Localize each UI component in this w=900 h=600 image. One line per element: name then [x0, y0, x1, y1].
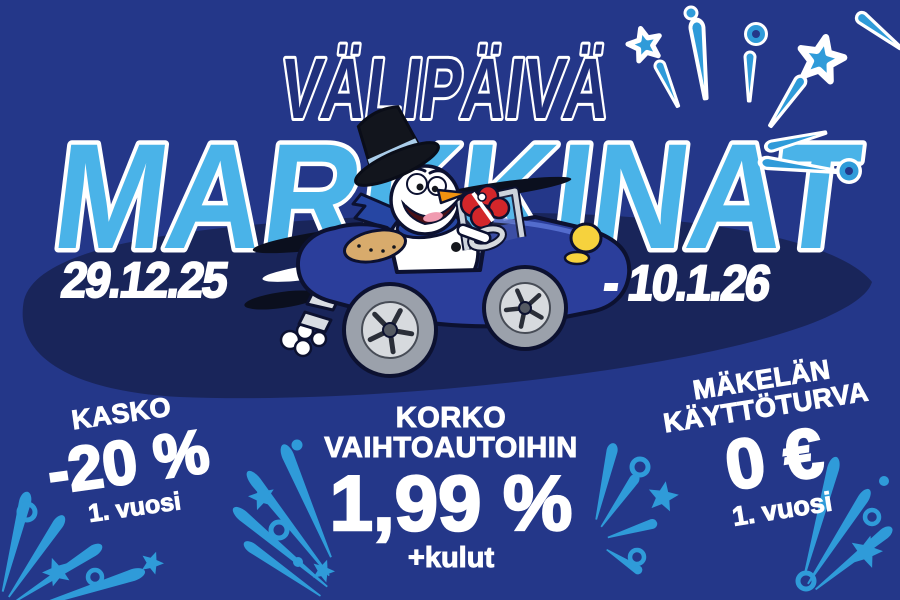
headlight	[563, 222, 603, 266]
carrot-nose	[436, 188, 470, 205]
pre-title-group: VÄLIPÄIVÄ	[272, 38, 618, 140]
offer-korko: KORKO VAIHTOAUTOIHIN 1,99 % +kulut	[303, 402, 599, 574]
steering-wheel	[467, 224, 507, 252]
snowman-arm	[456, 223, 492, 245]
firework-burst-mid-right	[590, 441, 681, 577]
firework-donuts-top-right	[744, 22, 862, 184]
rear-wheel	[342, 282, 438, 378]
firework-burst-bottom-right	[795, 455, 896, 594]
offer-korko-value: 1,99 %	[328, 459, 573, 548]
firework-burst-bottom-left	[0, 490, 167, 600]
firework-burst-top-right	[625, 5, 900, 177]
gift-presents-icon	[459, 184, 511, 230]
exhaust-smoke-icon	[279, 321, 328, 358]
offer-korko-title-line2: VAIHTOAUTOIHIN	[324, 431, 578, 464]
cockpit-pad	[343, 228, 407, 264]
offer-korko-title-line1: KORKO	[395, 402, 507, 434]
sale-start-date: 29.12.25	[57, 251, 231, 309]
front-wheel	[482, 265, 568, 351]
pre-title: VÄLIPÄIVÄ	[275, 41, 615, 137]
top-hat-icon	[354, 105, 440, 187]
sale-end-date: - 10.1.26	[599, 254, 774, 312]
snowman-car-illustration	[244, 105, 632, 378]
firework-burst-bottom-center	[229, 439, 338, 600]
offer-korko-note: +kulut	[407, 541, 495, 574]
